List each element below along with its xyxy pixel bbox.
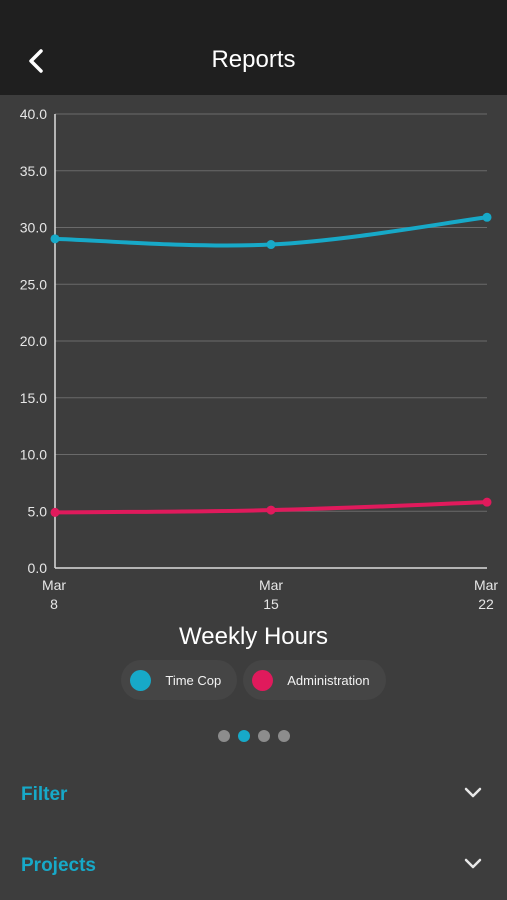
x-tick-label: Mar 15 [259, 577, 283, 612]
filter-label: Filter [21, 784, 68, 805]
data-point [50, 507, 60, 517]
app-header: Reports [0, 0, 507, 95]
y-tick-label: 35.0 [20, 163, 47, 179]
y-tick-label: 20.0 [20, 333, 47, 349]
legend-item-time-cop[interactable]: Time Cop [121, 660, 238, 700]
legend-label: Administration [287, 672, 370, 688]
page-dot[interactable] [257, 730, 270, 742]
page-dot[interactable] [277, 730, 290, 742]
chart-legend: Time Cop Administration [0, 660, 507, 700]
legend-swatch [252, 669, 274, 691]
y-tick-label: 15.0 [20, 390, 47, 406]
data-point [482, 497, 492, 507]
chart-title: Weekly Hours [179, 623, 328, 650]
y-tick-label: 25.0 [20, 276, 47, 292]
filter-section[interactable]: Filter [0, 765, 507, 825]
chevron-left-icon [29, 49, 43, 73]
page-title: Reports [211, 46, 296, 73]
data-point [266, 240, 276, 250]
y-tick-label: 5.0 [28, 503, 48, 519]
page-dot[interactable] [217, 730, 230, 742]
page-dot-active[interactable] [237, 730, 250, 742]
y-tick-label: 40.0 [20, 106, 47, 122]
x-tick-label: Mar 22 [474, 577, 498, 612]
data-point [50, 234, 60, 244]
back-button[interactable] [18, 43, 54, 79]
chevron-down-icon [464, 787, 482, 798]
y-tick-label: 0.0 [28, 560, 48, 576]
data-point [266, 505, 276, 515]
x-tick-label: Mar 8 [42, 577, 66, 612]
legend-label: Time Cop [165, 672, 222, 688]
projects-section[interactable]: Projects [0, 836, 507, 896]
legend-item-administration[interactable]: Administration [243, 660, 386, 700]
page-indicator [0, 730, 507, 742]
y-tick-label: 30.0 [20, 220, 47, 236]
chevron-down-icon [464, 858, 482, 869]
data-point [482, 212, 492, 222]
line-chart: 0.0 5.0 10.0 15.0 20.0 25.0 30.0 35.0 40.0 Mar 8 Ma… [20, 106, 499, 612]
projects-label: Projects [21, 855, 96, 876]
y-tick-label: 10.0 [20, 447, 47, 463]
legend-swatch [130, 669, 152, 691]
